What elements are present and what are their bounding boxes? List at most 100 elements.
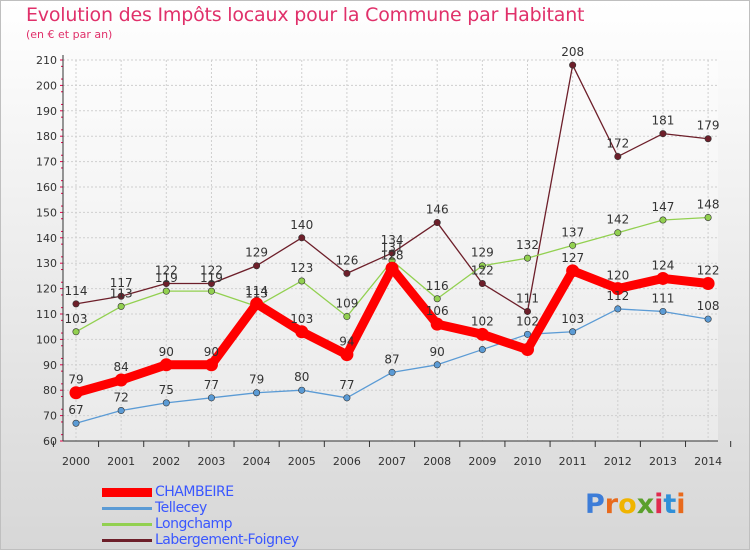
legend-label: Labergement-Foigney (155, 532, 299, 548)
legend-label: Tellecey (155, 500, 207, 516)
data-label: 114 (65, 284, 88, 298)
y-tick-label: 150 (36, 206, 57, 219)
data-label: 72 (114, 391, 129, 405)
y-tick-label: 100 (36, 333, 57, 346)
data-point (659, 307, 667, 315)
data-label: 102 (516, 314, 539, 328)
data-label: 111 (516, 291, 539, 305)
data-point (117, 407, 125, 415)
data-label: 103 (290, 312, 313, 326)
legend-swatch (102, 523, 152, 526)
data-label: 116 (426, 279, 449, 293)
data-point (659, 130, 667, 138)
data-label: 113 (245, 286, 268, 300)
data-point (521, 343, 534, 357)
data-point (207, 287, 215, 295)
data-point (433, 219, 441, 227)
data-point (253, 389, 261, 397)
data-label: 114 (245, 284, 268, 298)
x-tick-label: 2001 (107, 455, 135, 468)
data-point (569, 328, 577, 336)
x-tick-label: 2004 (243, 455, 271, 468)
data-label: 109 (335, 297, 358, 311)
data-point (343, 394, 351, 402)
data-label: 122 (200, 264, 223, 278)
data-point (162, 280, 170, 288)
data-point (295, 325, 309, 339)
chart-subtitle: (en € et par an) (26, 28, 113, 41)
axes: 60 70 80 90 100 110 120 130 140 150 160 170 180 190 20… (36, 54, 732, 468)
y-tick-label: 200 (36, 79, 57, 92)
data-label: 79 (68, 373, 83, 387)
data-point (478, 346, 486, 354)
y-tick-label: 210 (36, 54, 57, 67)
logo-letter: t (663, 489, 677, 520)
logo-letter: i (676, 489, 686, 520)
data-label: 181 (651, 114, 674, 128)
data-point (433, 295, 441, 303)
x-tick-label: 2006 (333, 455, 361, 468)
data-point (659, 216, 667, 224)
logo-letter: i (654, 489, 664, 520)
data-label: 132 (516, 238, 539, 252)
data-point (523, 307, 531, 315)
data-label: 103 (561, 312, 584, 326)
logo-letter: P (585, 489, 605, 520)
data-point (569, 241, 577, 249)
data-label: 119 (200, 271, 223, 285)
data-label: 146 (426, 203, 449, 217)
data-point (207, 394, 215, 402)
data-label: 77 (204, 378, 219, 392)
data-point (253, 262, 261, 270)
logo-letter: o (618, 489, 637, 520)
data-point (385, 261, 399, 275)
data-point (340, 348, 354, 362)
data-label: 134 (381, 233, 404, 247)
x-tick-label: 2009 (468, 455, 496, 468)
x-tick-label: 2014 (694, 455, 722, 468)
legend-swatch (102, 507, 152, 510)
data-point (162, 399, 170, 407)
data-label: 94 (339, 335, 354, 349)
data-label: 106 (426, 304, 449, 318)
legend-label: CHAMBEIRE (155, 484, 234, 500)
data-point (298, 277, 306, 285)
x-tick-label: 2000 (62, 455, 90, 468)
data-label: 140 (290, 218, 313, 232)
data-label: 128 (381, 248, 404, 262)
data-label: 122 (471, 264, 494, 278)
data-point (162, 287, 170, 295)
data-label: 80 (294, 370, 309, 384)
data-point (114, 373, 128, 387)
data-label: 147 (651, 200, 674, 214)
x-tick-label: 2011 (559, 455, 587, 468)
legend-swatch (102, 539, 152, 542)
x-tick-label: 2008 (423, 455, 451, 468)
data-label: 179 (697, 119, 720, 133)
data-label: 77 (339, 378, 354, 392)
data-label: 79 (249, 373, 264, 387)
data-point (566, 264, 580, 278)
y-tick-label: 70 (43, 410, 57, 423)
data-label: 124 (651, 258, 674, 272)
data-label: 172 (606, 137, 629, 151)
y-tick-label: 140 (36, 232, 57, 245)
data-label: 126 (335, 253, 358, 267)
chart-title: Evolution des Impôts locaux pour la Comm… (26, 4, 585, 26)
data-label: 127 (561, 251, 584, 265)
data-label: 90 (430, 345, 445, 359)
data-point (298, 234, 306, 242)
y-tick-label: 90 (43, 359, 57, 372)
data-point (298, 386, 306, 394)
data-label: 117 (110, 276, 133, 290)
x-tick-label: 2005 (288, 455, 316, 468)
data-point (117, 292, 125, 300)
data-point (704, 135, 712, 143)
data-point (72, 419, 80, 427)
data-label: 129 (471, 246, 494, 260)
data-label: 111 (651, 291, 674, 305)
y-tick-label: 160 (36, 181, 57, 194)
data-point (430, 317, 444, 331)
x-tick-label: 2002 (152, 455, 180, 468)
